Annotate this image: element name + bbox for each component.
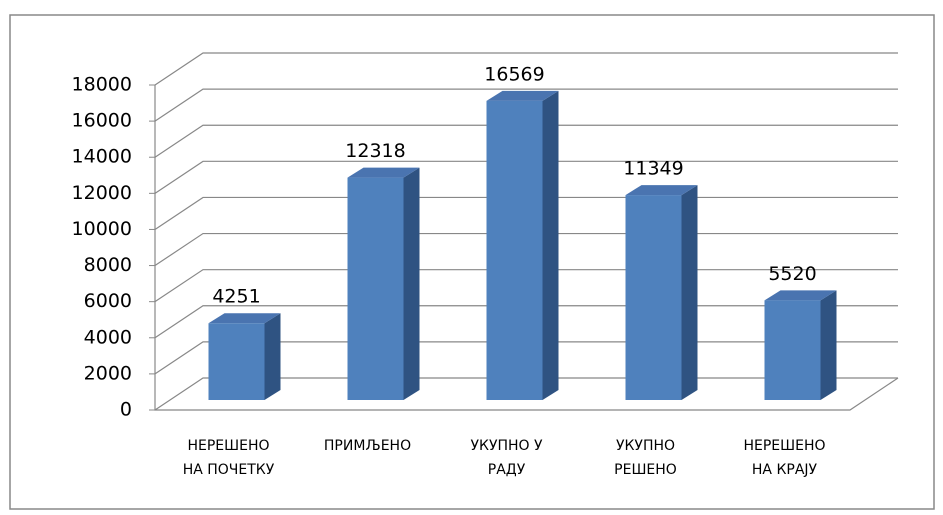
x-tick-label: УКУПНО У — [470, 438, 543, 454]
y-tick-label: 10000 — [72, 218, 132, 240]
bar-side — [820, 290, 837, 400]
bar — [208, 323, 265, 400]
x-tick-label: РЕШЕНО — [614, 462, 677, 478]
y-tick-label: 8000 — [84, 254, 132, 276]
chart-frame — [9, 14, 935, 510]
data-label: 12318 — [345, 140, 405, 162]
x-tick-label: НА КРАЈУ — [752, 462, 818, 478]
y-tick-label: 12000 — [72, 182, 132, 204]
data-label: 16569 — [484, 63, 544, 85]
y-tick-label: 2000 — [84, 362, 132, 384]
bar-side — [264, 313, 281, 400]
y-tick-label: 0 — [120, 399, 132, 421]
data-label: 11349 — [623, 158, 683, 180]
y-tick-label: 18000 — [72, 74, 132, 96]
x-tick-label: НА ПОЧЕТКУ — [183, 462, 275, 478]
y-tick-label: 6000 — [84, 290, 132, 312]
bar-side — [403, 167, 420, 400]
bar — [347, 177, 404, 400]
bar-top — [208, 313, 281, 324]
bar — [764, 300, 821, 400]
x-tick-label: УКУПНО — [616, 438, 675, 454]
bar-side — [681, 185, 698, 400]
bar-top — [347, 167, 420, 178]
bar — [625, 195, 682, 400]
grid-line — [154, 88, 898, 122]
grid-line — [154, 124, 898, 158]
grid-line — [154, 52, 898, 86]
data-label: 5520 — [768, 263, 816, 285]
x-tick-label: РАДУ — [488, 462, 526, 478]
x-tick-label: НЕРЕШЕНО — [187, 438, 269, 454]
bar — [486, 100, 543, 401]
bar-side — [542, 90, 559, 401]
bar-top — [625, 185, 698, 196]
bar-top — [764, 290, 837, 301]
y-tick-label: 14000 — [72, 146, 132, 168]
data-label: 4251 — [212, 286, 260, 308]
x-tick-label: ПРИМЉЕНО — [324, 438, 411, 454]
axis-line — [154, 85, 899, 411]
grid-line — [154, 160, 898, 194]
y-tick-label: 4000 — [84, 326, 132, 348]
x-tick-label: НЕРЕШЕНО — [743, 438, 825, 454]
y-tick-label: 16000 — [72, 110, 132, 132]
bar-top — [486, 90, 559, 101]
